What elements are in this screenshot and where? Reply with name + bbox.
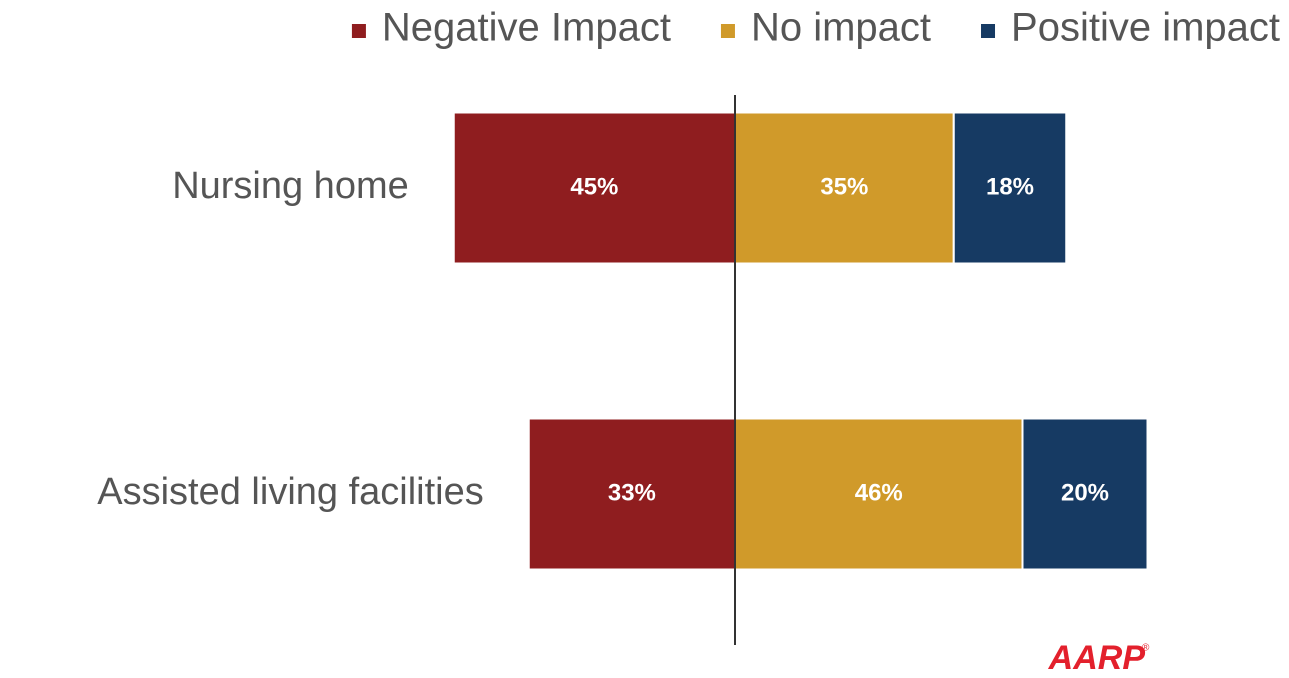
value-label: 35%: [820, 173, 868, 200]
logo-mark: ®: [1142, 643, 1150, 654]
bar-segment: [734, 111, 955, 265]
bar-segment: [1021, 417, 1149, 571]
value-label: 45%: [570, 173, 618, 200]
value-label: 46%: [855, 479, 903, 506]
value-label: 18%: [986, 173, 1034, 200]
category-label: Nursing home: [172, 165, 409, 207]
legend-label: No impact: [751, 6, 931, 50]
legend-label: Negative Impact: [382, 6, 671, 50]
bar-segment: [952, 111, 1068, 265]
logo: AARP: [1048, 639, 1146, 677]
bar-segment: [527, 417, 736, 571]
legend-swatch: [720, 24, 735, 38]
legend-swatch: [351, 24, 366, 38]
value-label: 20%: [1061, 479, 1109, 506]
legend-swatch: [981, 24, 996, 38]
bar-segment: [452, 111, 736, 265]
legend-label: Positive impact: [1011, 6, 1280, 50]
value-label: 33%: [608, 479, 656, 506]
category-label: Assisted living facilities: [97, 471, 483, 513]
bar-segment: [734, 417, 1024, 571]
